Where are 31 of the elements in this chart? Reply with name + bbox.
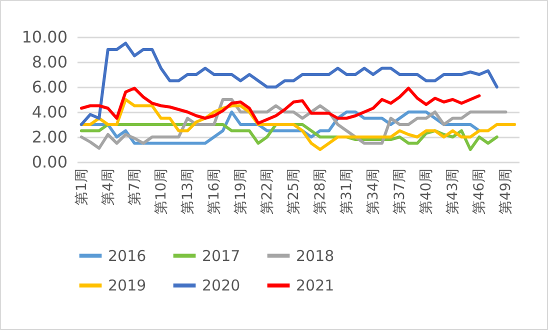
y-tick-label: 4.00 — [32, 102, 68, 122]
x-tick-label: 第22周 — [260, 168, 276, 214]
legend-label: 2020 — [202, 276, 240, 294]
legend-label: 2017 — [202, 246, 240, 265]
x-tick-label: 第34周 — [366, 168, 382, 214]
legend-label: 2019 — [108, 276, 146, 294]
y-tick-label: 6.00 — [32, 78, 68, 96]
y-tick-label: 2.00 — [32, 128, 68, 146]
y-tick-label: 0.00 — [32, 152, 68, 172]
x-tick-label: 第49周 — [498, 168, 514, 214]
x-tick-label: 第40周 — [418, 168, 435, 214]
legend-label: 2021 — [296, 276, 334, 294]
y-tick-label: 8.00 — [32, 52, 68, 72]
x-tick-label: 第16周 — [206, 168, 223, 214]
x-tick-label: 第4周 — [100, 168, 116, 206]
legend-label: 2018 — [296, 246, 334, 265]
x-tick-label: 第46周 — [472, 168, 488, 214]
x-tick-label: 第13周 — [180, 168, 196, 214]
line-series — [80, 42, 498, 126]
y-tick-label: 10.00 — [22, 28, 68, 46]
x-tick-label: 第10周 — [153, 168, 170, 214]
x-tick-label: 第1周 — [74, 168, 90, 206]
x-tick-label: 第19周 — [233, 168, 250, 214]
x-tick-label: 第25周 — [286, 168, 302, 214]
line-series — [80, 86, 481, 125]
x-tick-label: 第43周 — [445, 168, 462, 214]
x-tick-label: 第37周 — [392, 168, 408, 214]
x-tick-label: 第28周 — [312, 168, 329, 214]
x-tick-label: 第7周 — [126, 168, 143, 206]
x-tick-label: 第31周 — [339, 168, 356, 214]
legend-label: 2016 — [108, 246, 146, 265]
